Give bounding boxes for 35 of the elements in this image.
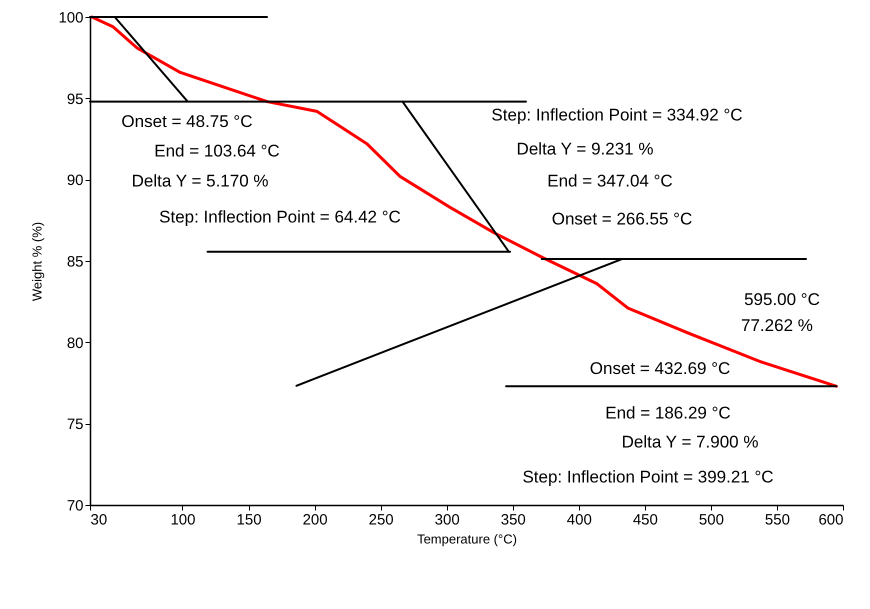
- y-tick-label: 70: [66, 498, 84, 514]
- y-tick-label: 80: [66, 334, 84, 352]
- x-tick-label: 500: [698, 512, 724, 528]
- x-tick-label: 600: [818, 512, 844, 528]
- y-tick-label: 90: [66, 172, 84, 190]
- annotation: Step: Inflection Point = 64.42 °C: [159, 208, 401, 227]
- annotation: 77.262 %: [741, 316, 813, 336]
- annotation: Onset = 432.69 °C: [590, 358, 730, 378]
- annotation: 595.00 °C: [744, 290, 820, 310]
- annotation: Delta Y = 9.231 %: [516, 139, 654, 158]
- annotation: End = 186.29 °C: [605, 403, 731, 422]
- x-tick-label: 300: [434, 512, 460, 528]
- annotation: Delta Y = 7.900 %: [622, 432, 758, 452]
- x-tick-label: 100: [170, 512, 196, 528]
- y-tick-label: 95: [66, 90, 84, 108]
- x-axis-title: Temperature (°C): [417, 532, 517, 546]
- x-tick-label: 150: [236, 512, 262, 528]
- x-tick-label: 550: [764, 512, 790, 528]
- annotation: End = 103.64 °C: [154, 141, 280, 160]
- annotation: Onset = 266.55 °C: [552, 209, 692, 228]
- y-tick-label: 100: [58, 10, 84, 26]
- x-tick-label: 400: [566, 512, 592, 528]
- x-tick-label: 200: [302, 512, 328, 528]
- x-tick-label: 250: [368, 512, 394, 528]
- y-axis-title: Weight % (%): [29, 222, 44, 302]
- annotation: End = 347.04 °C: [547, 172, 673, 191]
- x-tick-label: 450: [632, 512, 658, 528]
- annotation: Step: Inflection Point = 399.21 °C: [522, 468, 774, 487]
- x-tick-label: 30: [90, 512, 108, 528]
- y-tick-label: 75: [66, 416, 84, 434]
- annotation: Delta Y = 5.170 %: [132, 172, 268, 191]
- annotation: Onset = 48.75 °C: [121, 112, 253, 131]
- y-tick-label: 85: [66, 254, 84, 270]
- x-tick-label: 350: [500, 512, 526, 528]
- annotation: Step: Inflection Point = 334.92 °C: [491, 105, 743, 124]
